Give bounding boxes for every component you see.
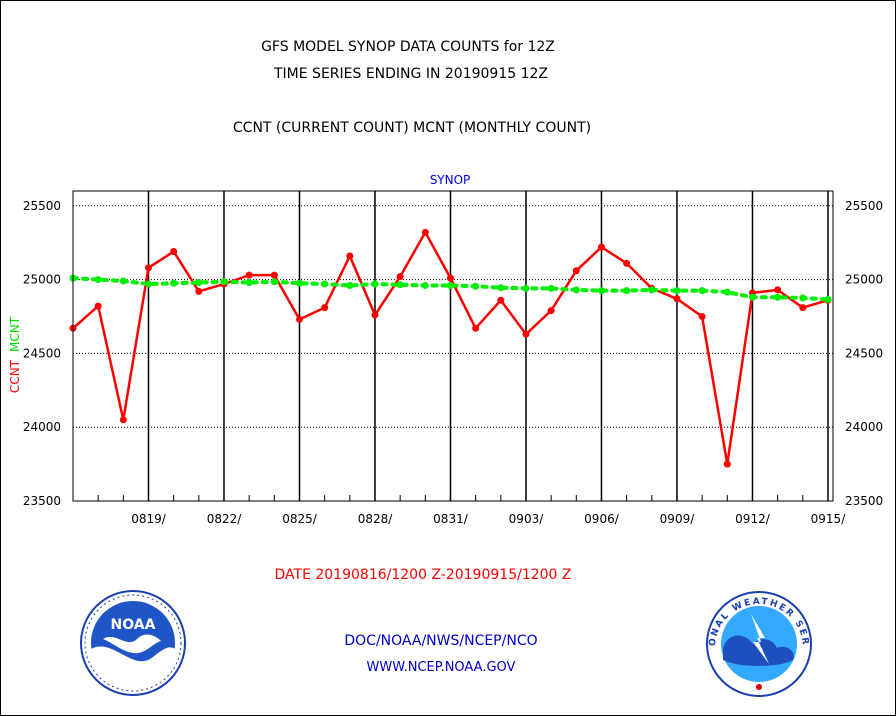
data-point-mcnt	[295, 279, 303, 287]
data-point-mcnt	[597, 287, 605, 295]
ylabel-ccnt: CCNT	[8, 359, 22, 393]
x-tick-label: 0831/	[433, 512, 469, 526]
data-point-mcnt	[648, 286, 656, 294]
x-tick-label: 0819/	[131, 512, 167, 526]
data-point-mcnt	[472, 282, 480, 290]
ylabel-mcnt: MCNT	[8, 316, 22, 352]
data-point-ccnt	[94, 302, 102, 310]
grid-layer	[73, 191, 833, 501]
data-point-mcnt	[144, 280, 152, 288]
chart-title-line2: TIME SERIES ENDING IN 20190915 12Z	[273, 66, 548, 82]
data-point-mcnt	[522, 284, 530, 292]
data-point-ccnt	[396, 273, 404, 281]
data-point-mcnt	[119, 277, 127, 285]
data-point-mcnt	[421, 281, 429, 289]
y-tick-label-right: 25000	[845, 273, 883, 287]
data-point-ccnt	[170, 248, 178, 256]
series-layer	[69, 228, 832, 468]
noaa-logo-text: NOAA	[111, 617, 156, 633]
noaa-logo: NOAA	[80, 590, 186, 696]
data-point-ccnt	[698, 312, 706, 320]
data-point-ccnt	[522, 330, 530, 338]
x-tick-label: 0828/	[358, 512, 394, 526]
data-point-mcnt	[371, 280, 379, 288]
data-point-ccnt	[119, 416, 127, 424]
data-point-ccnt	[799, 304, 807, 312]
data-point-mcnt	[673, 287, 681, 295]
x-tick-label: 0909/	[660, 512, 696, 526]
data-point-ccnt	[245, 271, 253, 279]
data-point-mcnt	[94, 276, 102, 284]
data-point-mcnt	[346, 281, 354, 289]
plot-frame	[72, 190, 834, 502]
data-point-mcnt	[497, 284, 505, 292]
data-point-ccnt	[572, 267, 580, 275]
data-point-ccnt	[497, 296, 505, 304]
data-point-mcnt	[220, 278, 228, 286]
tick-labels: 23500 23500 24000 24000 24500 24500 25000 25000…	[23, 199, 883, 526]
data-point-ccnt	[673, 295, 681, 303]
y-tick-label-left: 23500	[23, 494, 61, 508]
data-point-ccnt	[371, 311, 379, 319]
data-point-mcnt	[623, 287, 631, 295]
y-tick-label-left: 24500	[23, 346, 61, 360]
y-tick-label-left: 25500	[23, 199, 61, 213]
y-tick-label-left: 25000	[23, 273, 61, 287]
data-point-ccnt	[547, 307, 555, 315]
chart-title-line1: GFS MODEL SYNOP DATA COUNTS for 12Z	[261, 39, 555, 55]
data-point-mcnt	[270, 278, 278, 286]
data-point-ccnt	[295, 315, 303, 323]
data-point-ccnt	[623, 259, 631, 267]
url-label: WWW.NCEP.NOAA.GOV	[367, 660, 516, 675]
data-point-mcnt	[698, 287, 706, 295]
data-point-mcnt	[572, 286, 580, 294]
x-tick-label: 0903/	[509, 512, 545, 526]
data-point-ccnt	[446, 274, 454, 282]
data-point-mcnt	[321, 280, 329, 288]
date-range-label: DATE 20190816/1200 Z-20190915/1200 Z	[275, 567, 572, 583]
data-point-mcnt	[748, 293, 756, 301]
x-tick-label: 0912/	[735, 512, 771, 526]
x-tick-label: 0822/	[207, 512, 243, 526]
data-point-mcnt	[245, 279, 253, 287]
svg-text:CCNTMCNT: CCNT MCNT	[8, 316, 22, 393]
data-point-ccnt	[270, 271, 278, 279]
x-tick-label: 0906/	[584, 512, 620, 526]
chart-subtitle: CCNT (CURRENT COUNT) MCNT (MONTHLY COUNT…	[233, 120, 591, 136]
data-point-mcnt	[799, 294, 807, 302]
nws-logo: NATIONAL WEATHER SERVICE	[706, 591, 812, 697]
data-point-ccnt	[723, 460, 731, 468]
data-point-mcnt	[774, 293, 782, 301]
data-point-ccnt	[597, 243, 605, 251]
data-point-mcnt	[396, 281, 404, 289]
plot-title: SYNOP	[430, 173, 471, 187]
data-point-mcnt	[446, 281, 454, 289]
y-tick-label-right: 24000	[845, 420, 883, 434]
data-point-ccnt	[321, 304, 329, 312]
y-axis-label: CCNT MCNT	[8, 316, 22, 393]
data-point-mcnt	[547, 284, 555, 292]
x-tick-label: 0915/	[811, 512, 847, 526]
data-point-ccnt	[195, 287, 203, 295]
data-point-ccnt	[421, 228, 429, 236]
data-point-mcnt	[170, 279, 178, 287]
x-tick-label: 0825/	[282, 512, 318, 526]
data-point-mcnt	[195, 279, 203, 287]
data-point-ccnt	[774, 286, 782, 294]
data-point-ccnt	[144, 264, 152, 272]
data-point-ccnt	[346, 252, 354, 260]
y-tick-label-right: 23500	[845, 494, 883, 508]
y-tick-label-right: 25500	[845, 199, 883, 213]
org-label: DOC/NOAA/NWS/NCEP/NCO	[344, 633, 537, 649]
y-tick-label-right: 24500	[845, 346, 883, 360]
data-point-mcnt	[824, 296, 832, 303]
data-point-ccnt	[472, 324, 480, 332]
data-point-mcnt	[723, 288, 731, 296]
y-tick-label-left: 24000	[23, 420, 61, 434]
